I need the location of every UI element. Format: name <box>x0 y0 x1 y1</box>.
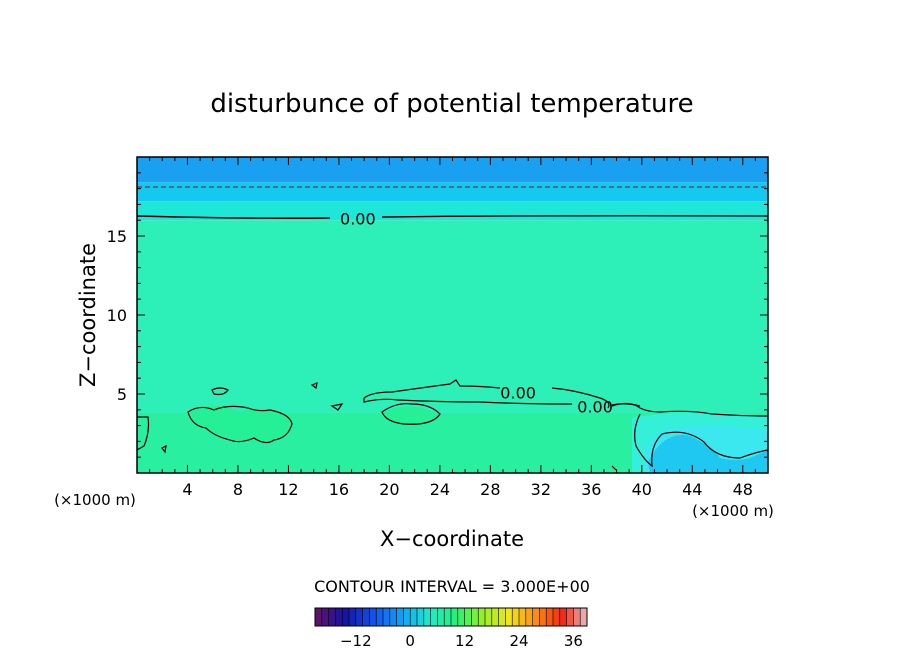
warm-patch-left <box>190 406 290 443</box>
colorbar-cell-21 <box>457 608 465 626</box>
contour-label-0: 0.00 <box>340 210 376 229</box>
x-tick-label-36: 36 <box>581 480 601 499</box>
colorbar-tick-label-1: 0 <box>405 632 415 650</box>
colorbar-cell-0 <box>315 608 323 626</box>
colorbar-cell-39 <box>580 608 588 626</box>
y-axis-ticks: 5 10 15 <box>107 172 768 458</box>
colorbar-cell-28 <box>505 608 513 626</box>
colorbar-cell-8 <box>369 608 377 626</box>
x-unit-right: (×1000 m) <box>692 502 774 520</box>
colorbar-cell-30 <box>519 608 527 626</box>
contour-small-4 <box>161 444 167 454</box>
x-tick-label-4: 4 <box>182 480 192 499</box>
colorbar-cell-4 <box>342 608 350 626</box>
colorbar-cell-35 <box>553 608 561 626</box>
contour-label-1: 0.00 <box>500 383 536 402</box>
colorbar-cell-13 <box>403 608 411 626</box>
colorbar-cell-19 <box>444 608 452 626</box>
field-band-1 <box>137 220 768 413</box>
colorbar-tick-label-0: −12 <box>340 632 372 650</box>
colorbar-cell-18 <box>437 608 445 626</box>
cold-pocket <box>648 435 768 473</box>
x-axis-label: X−coordinate <box>380 527 524 551</box>
colorbar-cell-10 <box>383 608 391 626</box>
colorbar-tick-label-3: 24 <box>509 632 528 650</box>
contour-labels: 0.00 0.00 0.00 <box>340 210 613 417</box>
x-tick-label-12: 12 <box>278 480 298 499</box>
colorbar-cell-29 <box>512 608 520 626</box>
colorbar-cell-22 <box>464 608 472 626</box>
colorbar-cell-12 <box>396 608 404 626</box>
warm-patch-center <box>384 406 438 425</box>
colorbar-cell-34 <box>546 608 554 626</box>
colorbar-cell-27 <box>498 608 506 626</box>
contour-interval: CONTOUR INTERVAL = 3.000E+00 <box>314 577 590 596</box>
x-tick-label-8: 8 <box>233 480 243 499</box>
x-tick-label-40: 40 <box>632 480 652 499</box>
x-tick-label-16: 16 <box>329 480 349 499</box>
field-band-3 <box>137 182 768 202</box>
colorbar-cell-7 <box>362 608 370 626</box>
contour-small-3 <box>330 403 344 411</box>
colorbar-cell-3 <box>335 608 343 626</box>
colorbar-tick-label-2: 12 <box>455 632 474 650</box>
colorbar-cell-1 <box>321 608 329 626</box>
colorbar-tick-label-4: 36 <box>564 632 583 650</box>
colorbar <box>314 607 588 627</box>
colorbar-cell-15 <box>417 608 425 626</box>
contour-left-edge <box>137 416 150 451</box>
colorbar-cell-9 <box>376 608 384 626</box>
y-tick-label-15: 15 <box>107 227 127 246</box>
x-tick-label-20: 20 <box>379 480 399 499</box>
y-axis-label: Z−coordinate <box>76 243 100 387</box>
colorbar-cell-6 <box>355 608 363 626</box>
colorbar-cell-14 <box>410 608 418 626</box>
colorbar-cell-17 <box>430 608 438 626</box>
chart-title: disturbunce of potential temperature <box>210 89 693 119</box>
colorbar-cell-20 <box>451 608 459 626</box>
y-tick-label-5: 5 <box>117 385 127 404</box>
x-axis-ticks: 4 8 12 16 20 24 28 32 36 40 44 48 <box>149 157 756 499</box>
zero-contour-mid <box>363 379 641 409</box>
colorbar-frame <box>314 607 588 627</box>
field-band-4 <box>137 157 768 183</box>
x-tick-label-48: 48 <box>733 480 753 499</box>
colorbar-cell-5 <box>349 608 357 626</box>
colorbar-cell-23 <box>471 608 479 626</box>
colorbar-cell-16 <box>423 608 431 626</box>
x-tick-label-32: 32 <box>531 480 551 499</box>
colorbar-cell-33 <box>539 608 547 626</box>
x-unit-left: (×1000 m) <box>54 491 136 509</box>
zero-contour-top <box>137 214 768 219</box>
contour-left-blob <box>187 405 293 444</box>
colorbar-cell-32 <box>532 608 540 626</box>
plot-area <box>137 157 768 473</box>
colorbar-cell-11 <box>389 608 397 626</box>
colorbar-cell-31 <box>525 608 533 626</box>
x-tick-label-24: 24 <box>430 480 450 499</box>
colorbar-cell-38 <box>573 608 581 626</box>
colorbar-cell-2 <box>328 608 336 626</box>
colorbar-cell-25 <box>485 608 493 626</box>
colorbar-cell-37 <box>566 608 574 626</box>
colorbar-cell-24 <box>478 608 486 626</box>
colorbar-ticks: −12 0 12 24 36 <box>340 632 583 650</box>
y-tick-label-10: 10 <box>107 306 127 325</box>
contour-center-blob <box>381 403 441 425</box>
contour-small-2 <box>310 382 318 390</box>
contour-label-2: 0.00 <box>577 398 613 417</box>
x-tick-label-28: 28 <box>480 480 500 499</box>
x-tick-label-44: 44 <box>682 480 702 499</box>
contour-right <box>611 402 768 471</box>
colorbar-cell-36 <box>559 608 567 626</box>
contour-small-1 <box>211 387 229 396</box>
colorbar-cell-26 <box>491 608 499 626</box>
